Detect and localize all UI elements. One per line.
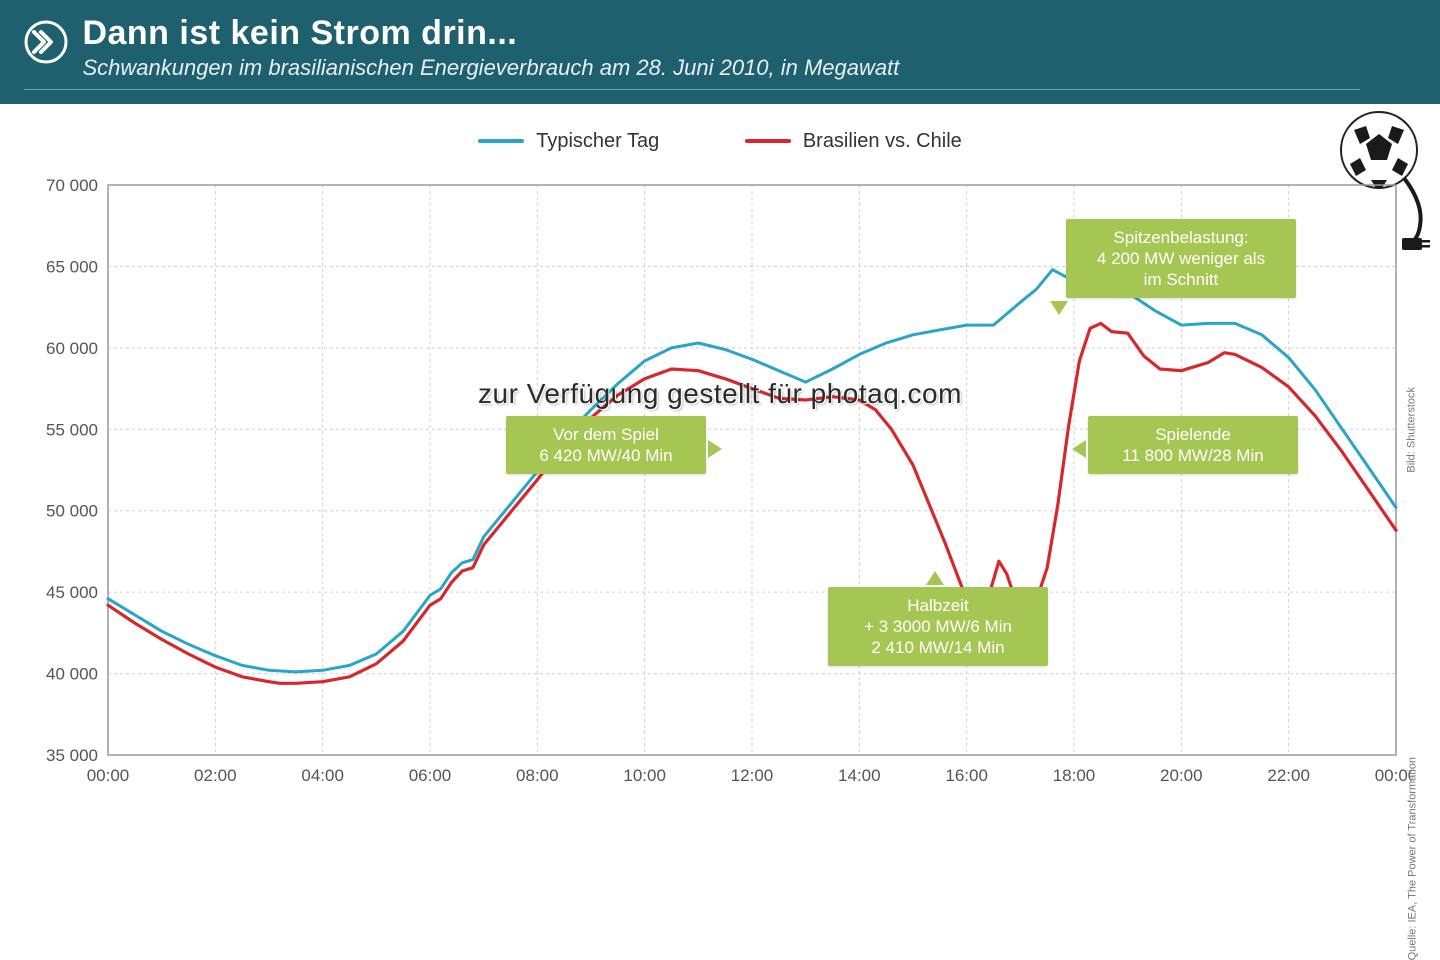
legend-swatch-typical — [478, 139, 524, 143]
svg-text:35 000: 35 000 — [46, 746, 98, 765]
chart-area: 35 000 40 000 45 000 50 000 55 000 60 000 65 0… — [28, 167, 1412, 795]
image-credit: Bild: Shutterstock — [1406, 387, 1418, 473]
source-credit: Quelle: IEA, The Power of Transformation — [1406, 757, 1418, 960]
annotation-arrow-icon — [926, 571, 944, 585]
svg-text:14:00: 14:00 — [838, 766, 881, 785]
svg-text:00:00: 00:00 — [87, 766, 130, 785]
legend: Typischer Tag Brasilien vs. Chile — [0, 104, 1440, 161]
annotation-peak-load: Spitzenbelastung: 4 200 MW weniger als i… — [1066, 219, 1296, 299]
header-divider — [24, 89, 1360, 90]
svg-text:10:00: 10:00 — [623, 766, 666, 785]
svg-text:18:00: 18:00 — [1053, 766, 1096, 785]
svg-text:70 000: 70 000 — [46, 176, 98, 195]
svg-text:55 000: 55 000 — [46, 420, 98, 439]
page-subtitle: Schwankungen im brasilianischen Energiev… — [82, 55, 899, 81]
page-title: Dann ist kein Strom drin... — [82, 14, 899, 53]
svg-text:02:00: 02:00 — [194, 766, 237, 785]
svg-text:12:00: 12:00 — [731, 766, 774, 785]
legend-label: Typischer Tag — [536, 130, 659, 153]
oecd-logo-icon — [24, 20, 68, 69]
svg-text:40 000: 40 000 — [46, 664, 98, 683]
svg-text:60 000: 60 000 — [46, 338, 98, 357]
svg-text:22:00: 22:00 — [1267, 766, 1310, 785]
svg-text:65 000: 65 000 — [46, 257, 98, 276]
svg-text:08:00: 08:00 — [516, 766, 559, 785]
svg-text:16:00: 16:00 — [945, 766, 988, 785]
annotation-pre-game: Vor dem Spiel 6 420 MW/40 Min — [506, 416, 706, 475]
svg-text:04:00: 04:00 — [301, 766, 344, 785]
legend-item-match: Brasilien vs. Chile — [745, 130, 962, 153]
annotation-halftime: Halbzeit + 3 3000 MW/6 Min 2 410 MW/14 M… — [828, 587, 1048, 667]
annotation-arrow-icon — [1072, 440, 1086, 458]
annotation-arrow-icon — [708, 440, 722, 458]
svg-text:45 000: 45 000 — [46, 583, 98, 602]
legend-item-typical: Typischer Tag — [478, 130, 659, 153]
svg-text:06:00: 06:00 — [409, 766, 452, 785]
svg-text:20:00: 20:00 — [1160, 766, 1203, 785]
legend-label: Brasilien vs. Chile — [803, 130, 962, 153]
annotation-arrow-icon — [1050, 301, 1068, 315]
annotation-game-end: Spielende 11 800 MW/28 Min — [1088, 416, 1298, 475]
header-bar: Dann ist kein Strom drin... Schwankungen… — [0, 0, 1440, 104]
legend-swatch-match — [745, 139, 791, 143]
svg-text:50 000: 50 000 — [46, 501, 98, 520]
